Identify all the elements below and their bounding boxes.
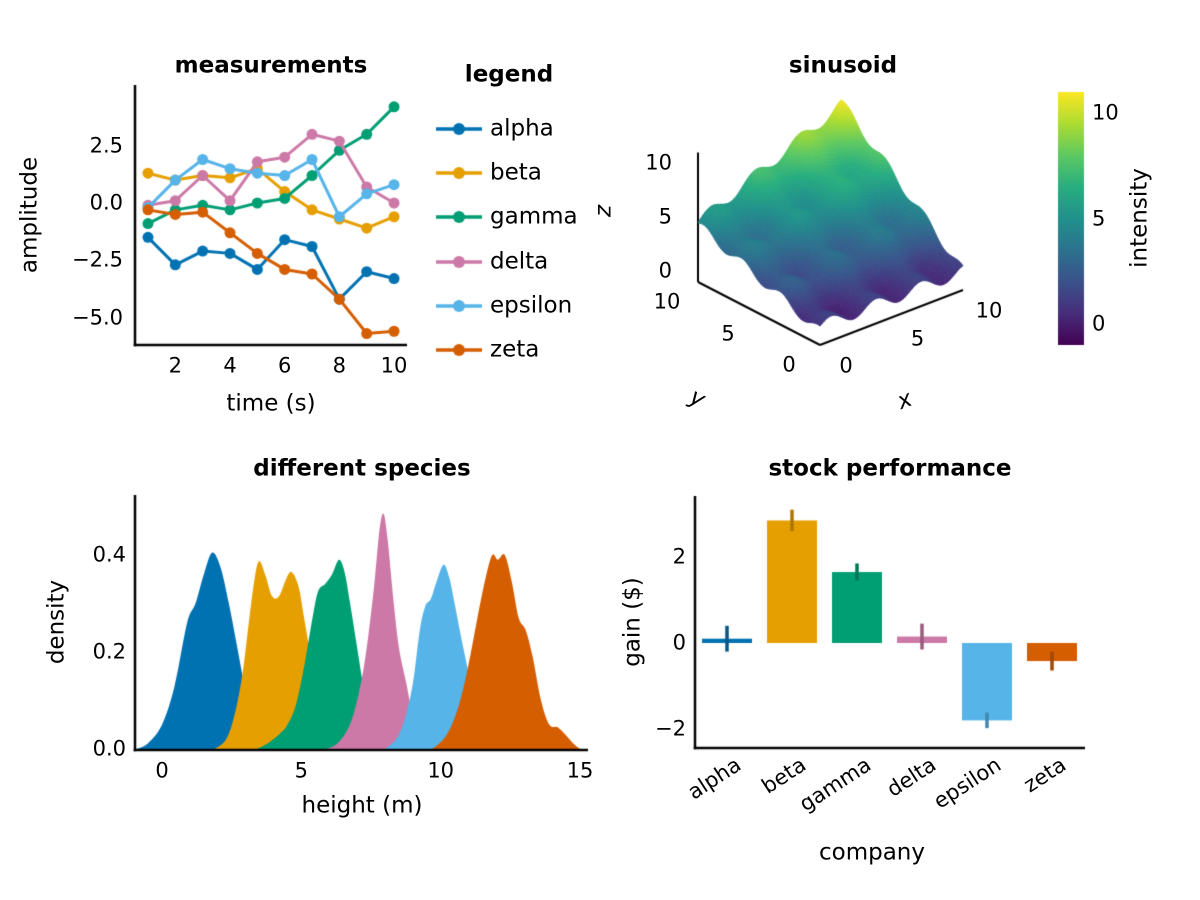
species-x-tick: 5 bbox=[294, 758, 309, 783]
colorbar-tick: 0 bbox=[1092, 311, 1106, 336]
measurements-y-tick: −5.0 bbox=[72, 304, 123, 329]
legend-entry-epsilon: epsilon bbox=[490, 292, 573, 319]
measurements-x-tick: 6 bbox=[277, 353, 292, 378]
legend-title: legend bbox=[464, 61, 554, 88]
measurements-title: measurements bbox=[174, 52, 368, 79]
species-y-tick: 0.4 bbox=[92, 542, 126, 567]
sinusoid-y-tick: 10 bbox=[653, 289, 681, 314]
sinusoid-y-tick: 5 bbox=[721, 320, 735, 345]
stocks-xlabel: company bbox=[818, 839, 926, 866]
legend-entry-zeta: zeta bbox=[490, 336, 540, 363]
stocks-title: stock performance bbox=[768, 455, 1012, 482]
sinusoid-zlabel: z bbox=[590, 204, 617, 218]
sinusoid-title: sinusoid bbox=[788, 52, 898, 79]
colorbar-tick: 5 bbox=[1092, 205, 1106, 230]
sinusoid-z-tick: 0 bbox=[658, 258, 672, 283]
species-y-tick: 0.2 bbox=[92, 639, 126, 664]
colorbar-tick: 10 bbox=[1092, 100, 1119, 125]
measurements-y-tick: −2.5 bbox=[72, 247, 123, 272]
sinusoid-x-tick: 10 bbox=[975, 298, 1003, 323]
measurements-xlabel: time (s) bbox=[226, 390, 316, 417]
species-ylabel: density bbox=[43, 579, 70, 665]
sinusoid-y-tick: 0 bbox=[782, 352, 796, 377]
species-y-tick: 0.0 bbox=[92, 736, 126, 761]
sinusoid-z-tick: 5 bbox=[658, 204, 672, 229]
measurements-x-tick: 8 bbox=[332, 353, 347, 378]
stocks-y-tick: 2 bbox=[672, 544, 686, 569]
measurements-ylabel: amplitude bbox=[16, 156, 43, 274]
legend-entry-gamma: gamma bbox=[490, 203, 578, 230]
legend-entry-beta: beta bbox=[490, 159, 542, 186]
species-title: different species bbox=[253, 455, 471, 482]
legend-entry-alpha: alpha bbox=[490, 115, 554, 142]
legend-entry-delta: delta bbox=[490, 248, 549, 275]
measurements-x-tick: 10 bbox=[380, 353, 408, 378]
stocks-y-tick: −2 bbox=[655, 716, 686, 741]
stocks-y-tick: 0 bbox=[672, 630, 686, 655]
species-x-tick: 10 bbox=[427, 758, 455, 783]
species-xlabel: height (m) bbox=[301, 792, 423, 819]
species-x-tick: 0 bbox=[155, 758, 169, 783]
measurements-x-tick: 2 bbox=[168, 353, 182, 378]
sinusoid-x-tick: 5 bbox=[910, 325, 925, 350]
sinusoid-x-tick: 0 bbox=[839, 353, 853, 378]
species-x-tick: 15 bbox=[566, 758, 594, 783]
colorbar-label: intensity bbox=[1126, 168, 1153, 268]
stocks-ylabel: gain ($) bbox=[619, 577, 646, 667]
sinusoid-z-tick: 10 bbox=[645, 150, 672, 175]
measurements-x-tick: 4 bbox=[223, 353, 237, 378]
measurements-y-tick: 0.0 bbox=[89, 190, 123, 215]
measurements-y-tick: 2.5 bbox=[89, 133, 123, 158]
